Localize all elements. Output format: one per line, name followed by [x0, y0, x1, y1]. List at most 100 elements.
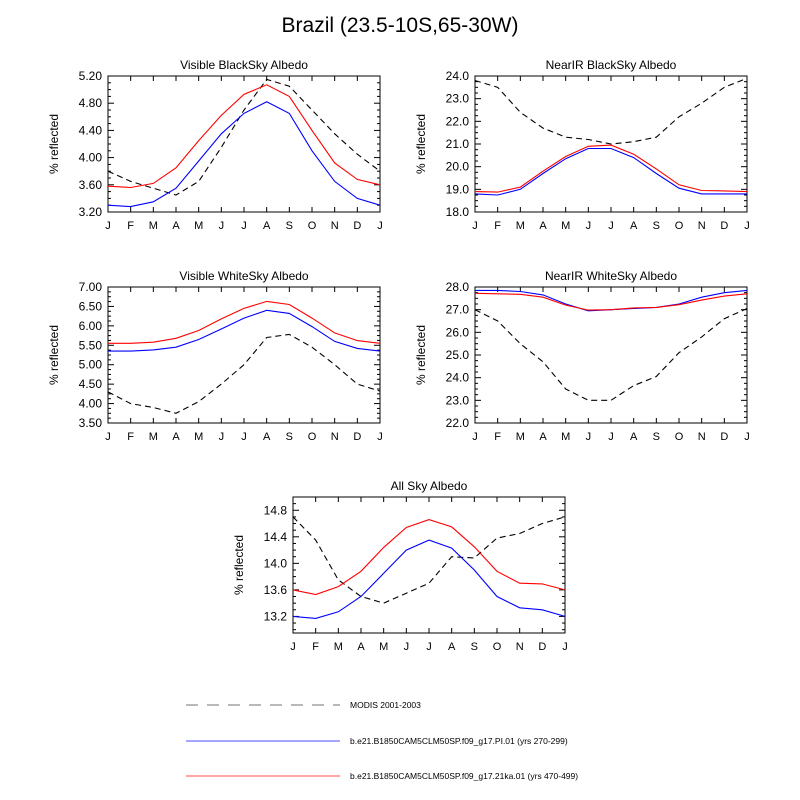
series-line-21ka [108, 300, 381, 344]
series-line-modis [474, 307, 748, 401]
series-line-21ka [474, 144, 748, 193]
x-tick-label: S [286, 220, 293, 232]
x-tick-label: J [105, 220, 111, 232]
y-tick-label: 4.00 [79, 397, 103, 411]
x-tick-label: J [404, 641, 410, 653]
y-tick-label: 18.0 [446, 205, 470, 219]
y-tick-label: 21.0 [446, 137, 470, 151]
x-tick-label: S [653, 220, 660, 232]
x-tick-label: F [494, 431, 501, 443]
y-tick-label: 5.00 [79, 358, 103, 372]
x-tick-label: A [630, 220, 638, 232]
y-tick-label: 24.0 [446, 371, 470, 385]
x-tick-label: A [630, 431, 638, 443]
x-tick-label: J [219, 431, 225, 443]
x-tick-label: M [149, 431, 158, 443]
series-line-modis [107, 333, 381, 414]
x-tick-label: J [377, 431, 383, 443]
x-tick-label: D [353, 220, 361, 232]
y-tick-label: 14.4 [264, 530, 288, 544]
x-tick-label: J [562, 641, 568, 653]
x-tick-label: O [493, 641, 502, 653]
series-line-21ka [474, 292, 748, 311]
series-line-pi [475, 289, 748, 312]
x-tick-label: J [426, 641, 432, 653]
y-axis-label: % reflected [414, 114, 428, 174]
x-tick-label: M [516, 431, 525, 443]
chart-panel-4: NearIR WhiteSky Albedo % reflected J F M A M J J… [414, 269, 750, 443]
series-line-modis [292, 516, 566, 604]
y-axis-label: % reflected [47, 114, 61, 174]
chart-panel-2: NearIR BlackSky Albedo % reflected J F M A M J J… [414, 58, 750, 232]
x-tick-label: A [263, 220, 271, 232]
legend: MODIS 2001-2003 b.e21.B1850CAM5CLM50SP.f0… [186, 700, 578, 781]
x-tick-label: A [263, 431, 271, 443]
y-axis-label: % reflected [414, 325, 428, 385]
x-tick-label: J [744, 220, 750, 232]
y-tick-label: 4.80 [79, 96, 103, 110]
x-tick-label: M [516, 220, 525, 232]
series-line-modis [474, 77, 748, 145]
x-tick-label: A [172, 431, 180, 443]
series-line-pi [108, 309, 381, 352]
x-tick-label: M [149, 220, 158, 232]
y-tick-label: 26.0 [446, 325, 470, 339]
chart-panel-5: All Sky Albedo % reflected J F M A M J J A S O N D J 13… [232, 479, 568, 653]
x-tick-label: O [308, 220, 317, 232]
y-tick-label: 4.40 [79, 123, 103, 137]
x-tick-label: M [379, 641, 388, 653]
page-title: Brazil (23.5-10S,65-30W) [281, 14, 519, 37]
x-tick-label: O [675, 431, 684, 443]
chart-title: NearIR WhiteSky Albedo [545, 269, 677, 283]
x-tick-label: J [608, 431, 614, 443]
x-tick-label: M [561, 220, 570, 232]
y-tick-label: 20.0 [446, 160, 470, 174]
y-tick-label: 22.0 [446, 416, 470, 430]
x-tick-label: S [653, 431, 660, 443]
x-tick-label: N [698, 220, 706, 232]
x-tick-label: F [312, 641, 319, 653]
series-line-pi [292, 539, 566, 619]
x-tick-label: F [127, 431, 134, 443]
x-tick-label: O [308, 431, 317, 443]
x-tick-label: F [127, 220, 134, 232]
y-tick-label: 22.0 [446, 114, 470, 128]
y-tick-label: 5.20 [79, 69, 103, 83]
y-tick-label: 3.20 [79, 205, 103, 219]
x-tick-label: S [286, 431, 293, 443]
x-tick-label: A [539, 431, 547, 443]
series-line-pi [107, 101, 381, 208]
x-tick-label: J [586, 220, 592, 232]
y-tick-label: 3.50 [79, 416, 103, 430]
x-tick-label: M [561, 431, 570, 443]
x-tick-label: J [472, 220, 478, 232]
x-tick-label: M [194, 220, 203, 232]
x-tick-label: D [720, 431, 728, 443]
x-tick-label: D [538, 641, 546, 653]
x-tick-label: J [472, 431, 478, 443]
chart-title: NearIR BlackSky Albedo [546, 58, 677, 72]
plot-frame [474, 286, 748, 424]
x-tick-label: J [105, 431, 111, 443]
x-tick-label: J [290, 641, 296, 653]
y-tick-label: 24.0 [446, 69, 470, 83]
y-tick-label: 14.0 [264, 556, 288, 570]
x-tick-label: S [471, 641, 478, 653]
x-tick-label: D [720, 220, 728, 232]
series-line-modis [107, 78, 381, 196]
x-tick-label: D [353, 431, 361, 443]
y-tick-label: 27.0 [446, 303, 470, 317]
chart-title: Visible WhiteSky Albedo [179, 269, 309, 283]
y-tick-label: 7.00 [79, 280, 103, 294]
x-tick-label: M [334, 641, 343, 653]
series-line-21ka [292, 519, 566, 596]
plot-frame [107, 75, 381, 213]
series-line-pi [474, 147, 747, 196]
y-tick-label: 19.0 [446, 182, 470, 196]
y-axis-label: % reflected [232, 535, 246, 595]
x-tick-label: J [586, 431, 592, 443]
y-tick-label: 4.50 [79, 377, 103, 391]
y-tick-label: 13.6 [264, 583, 288, 597]
chart-panel-1: Visible BlackSky Albedo % reflected J F M A M J… [47, 58, 383, 232]
